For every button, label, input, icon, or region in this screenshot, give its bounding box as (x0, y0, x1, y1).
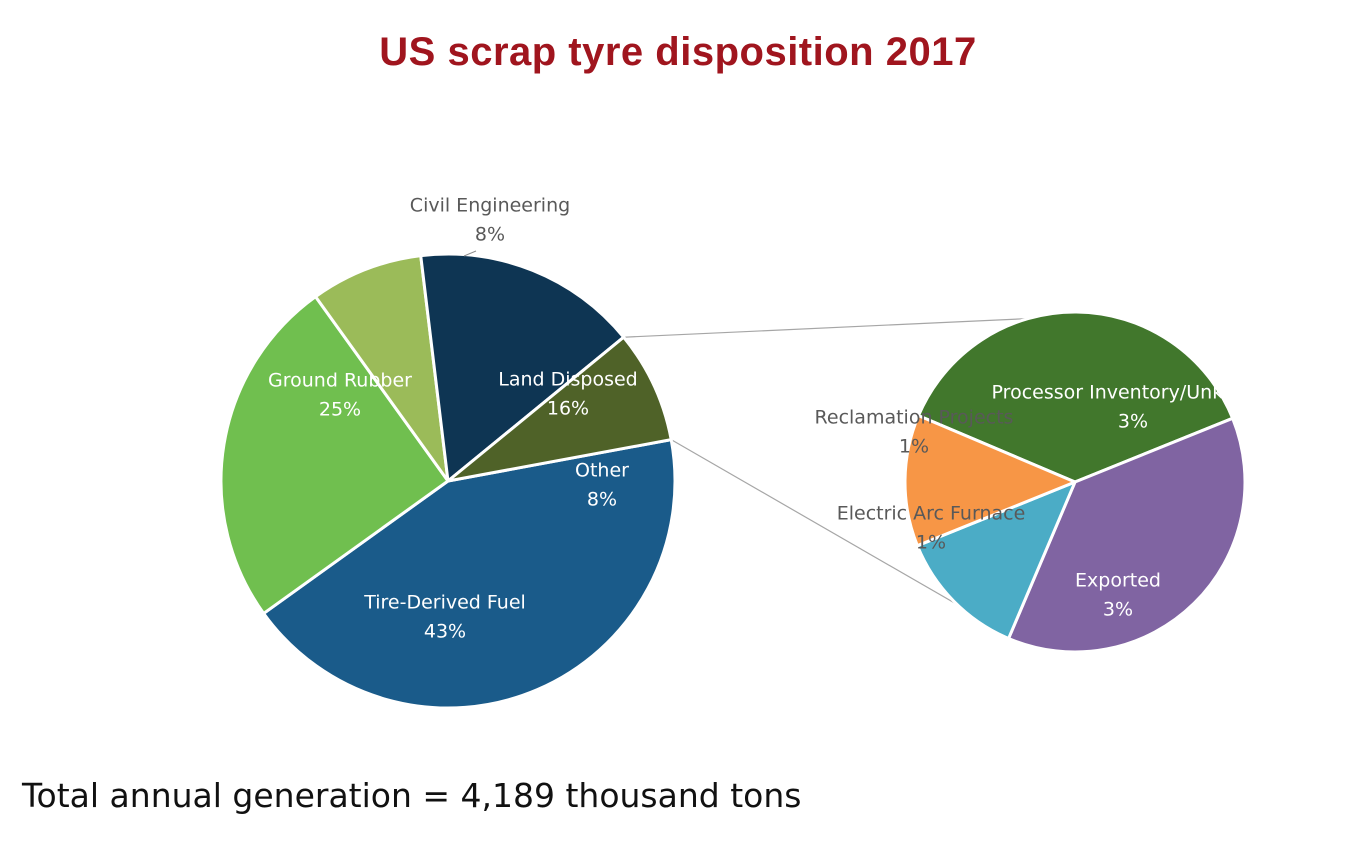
breakdown-value-electric-arc-furnace: 1% (916, 532, 946, 554)
connector-line-top (623, 317, 1029, 338)
main-label-tire-derived-fuel: Tire-Derived Fuel (363, 592, 526, 614)
main-value-land-disposed: 16% (547, 398, 589, 420)
main-slice-ground-rubber (219, 295, 450, 615)
main-slice-tire-derived-fuel (262, 438, 677, 710)
main-slice-other (446, 335, 673, 483)
breakdown-value-reclamation-projects: 1% (899, 436, 929, 458)
breakdown-slice-processor-inventory-unknown (917, 310, 1235, 484)
main-label-other: Other (575, 460, 629, 482)
chart-title: US scrap tyre disposition 2017 (379, 30, 977, 74)
breakdown-pie (903, 310, 1247, 654)
main-value-civil-engineering: 8% (475, 224, 505, 246)
main-label-land-disposed: Land Disposed (498, 369, 638, 391)
breakdown-label-exported: Exported (1075, 570, 1161, 592)
breakdown-slice-electric-arc-furnace (915, 480, 1077, 640)
breakdown-label-processor-inventory-unknown: Processor Inventory/Unknown (992, 382, 1275, 404)
main-label-civil-engineering: Civil Engineering (410, 195, 570, 217)
breakdown-label-electric-arc-furnace: Electric Arc Furnace (837, 503, 1026, 525)
main-label-ground-rubber: Ground Rubber (268, 370, 412, 392)
main-slice-land-disposed (419, 252, 626, 483)
main-slice-civil-engineering (314, 254, 450, 483)
total-generation-note: Total annual generation = 4,189 thousand… (22, 776, 802, 815)
main-value-ground-rubber: 25% (319, 399, 361, 421)
breakdown-value-exported: 3% (1103, 599, 1133, 621)
breakdown-value-processor-inventory-unknown: 3% (1118, 411, 1148, 433)
breakdown-label-reclamation-projects: Reclamation Projects (815, 407, 1014, 429)
breakdown-slice-reclamation-projects (903, 414, 1077, 548)
main-value-tire-derived-fuel: 43% (424, 621, 466, 643)
breakdown-slice-exported (1007, 416, 1247, 654)
main-pie (219, 252, 677, 710)
main-value-other: 8% (587, 489, 617, 511)
main-leader-civil-engineering (463, 250, 477, 257)
